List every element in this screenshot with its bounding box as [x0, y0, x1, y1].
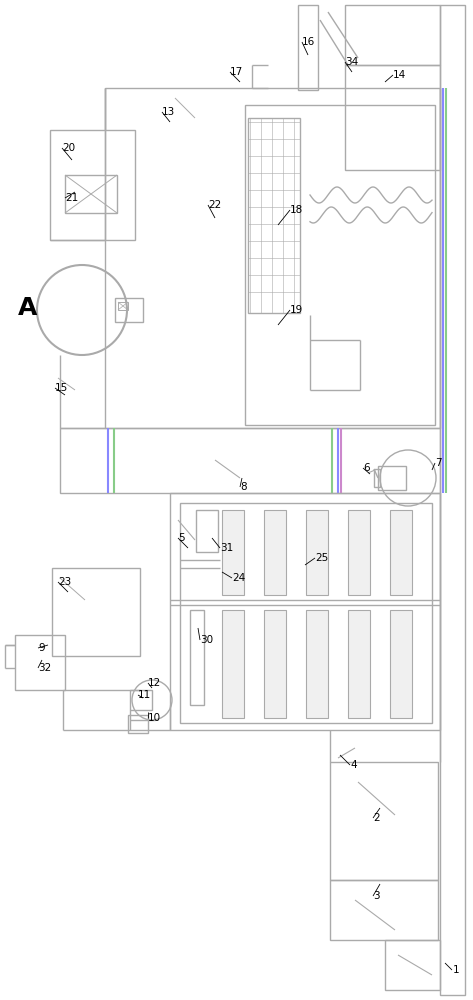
Text: 3: 3 [373, 891, 380, 901]
Bar [222, 610, 244, 718]
Text: 21: 21 [65, 193, 78, 203]
Text: 17: 17 [230, 67, 243, 77]
Bar [15, 635, 65, 690]
Bar [65, 175, 117, 213]
Text: 30: 30 [200, 635, 213, 645]
Text: 7: 7 [435, 458, 442, 468]
Text: 11: 11 [138, 690, 151, 700]
Bar [374, 469, 380, 487]
Text: 16: 16 [302, 37, 315, 47]
Text: 15: 15 [55, 383, 68, 393]
Bar [330, 880, 438, 940]
Bar [345, 65, 440, 170]
Bar [345, 5, 440, 65]
Text: A: A [18, 296, 38, 320]
Bar [298, 5, 318, 90]
Bar [264, 610, 286, 718]
Text: 6: 6 [363, 463, 369, 473]
Bar [50, 130, 135, 240]
Text: 13: 13 [162, 107, 175, 117]
Text: 18: 18 [290, 205, 303, 215]
Bar [128, 715, 148, 733]
Bar [385, 940, 440, 990]
Text: 19: 19 [290, 305, 303, 315]
Bar [378, 466, 406, 490]
Bar [306, 610, 328, 718]
Bar [440, 5, 465, 995]
Bar [264, 510, 286, 595]
Bar [348, 610, 370, 718]
Bar [170, 493, 440, 730]
Bar [245, 105, 435, 425]
Bar [196, 510, 218, 552]
Bar [330, 762, 438, 880]
Text: 1: 1 [453, 965, 460, 975]
Text: 14: 14 [393, 70, 406, 80]
Text: 22: 22 [208, 200, 221, 210]
Text: 31: 31 [220, 543, 233, 553]
Text: 20: 20 [62, 143, 75, 153]
Bar [118, 302, 128, 310]
Text: 32: 32 [38, 663, 51, 673]
Bar [115, 298, 143, 322]
Bar [130, 690, 152, 710]
Bar [306, 510, 328, 595]
Bar [52, 568, 140, 656]
Bar [190, 610, 204, 705]
Text: 9: 9 [38, 643, 44, 653]
Bar [222, 510, 244, 595]
Bar [248, 118, 300, 313]
Bar [390, 610, 412, 718]
Text: 23: 23 [58, 577, 71, 587]
Text: 34: 34 [345, 57, 358, 67]
Text: 5: 5 [178, 533, 184, 543]
Bar [180, 503, 432, 723]
Bar [60, 428, 440, 493]
Text: 10: 10 [148, 713, 161, 723]
Text: 25: 25 [315, 553, 328, 563]
Text: 2: 2 [373, 813, 380, 823]
Text: 4: 4 [350, 760, 357, 770]
Bar [105, 88, 440, 428]
Text: 12: 12 [148, 678, 161, 688]
Bar [348, 510, 370, 595]
Text: 24: 24 [232, 573, 245, 583]
Text: 8: 8 [240, 482, 246, 492]
Bar [390, 510, 412, 595]
